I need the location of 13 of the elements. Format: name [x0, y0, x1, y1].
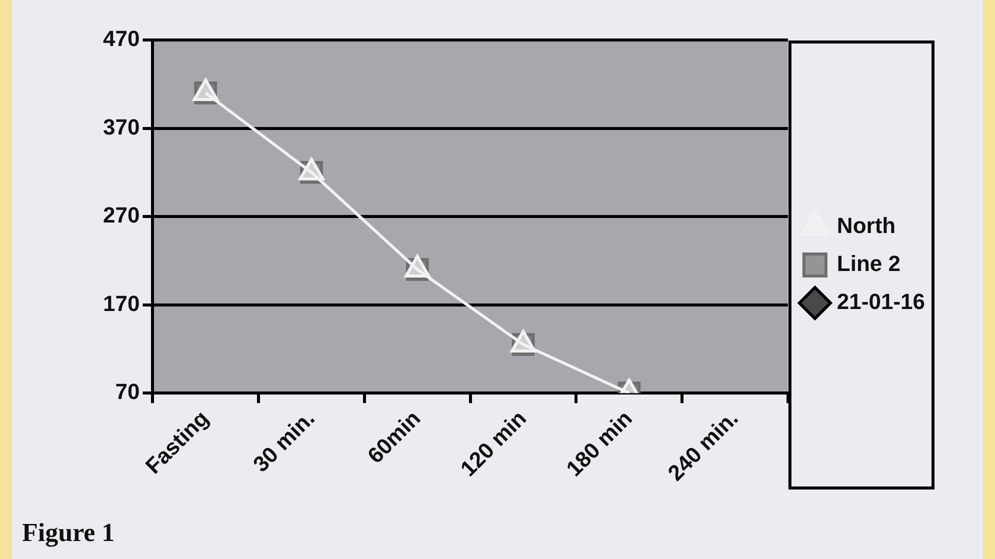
x-tick-label: 180 min	[561, 406, 637, 482]
y-tick-label: 470	[102, 26, 140, 52]
x-tick-label: 30 min.	[248, 406, 320, 477]
x-tick-label: 240 min.	[662, 406, 743, 486]
y-tick-label: 370	[102, 114, 140, 140]
caption: Figure 1	[22, 518, 115, 548]
x-tick-label: 120 min	[455, 406, 532, 482]
y-tick-label: 270	[102, 202, 140, 228]
legend-label: Line 2	[836, 251, 901, 276]
legend-label: North	[836, 213, 896, 238]
legend-label: 21-01-16	[836, 289, 926, 314]
y-tick-label: 70	[115, 379, 140, 404]
y-tick-label: 170	[102, 290, 140, 316]
